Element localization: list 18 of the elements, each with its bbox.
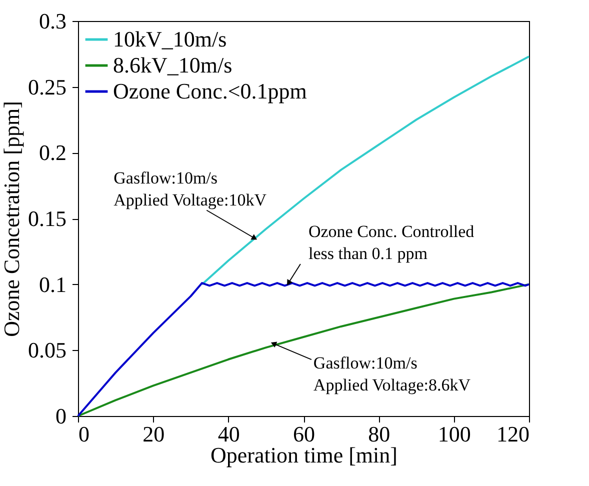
y-axis-title: Ozone Concetration [ppm] bbox=[0, 101, 24, 337]
y-tick-label: 0.2 bbox=[39, 140, 66, 166]
legend-label: 10kV_10m/s bbox=[113, 26, 227, 52]
legend-label: 8.6kV_10m/s bbox=[113, 52, 232, 78]
annotation: Gasflow:10m/s Applied Voltage:10kV bbox=[114, 168, 268, 210]
y-tick-label: 0.25 bbox=[28, 74, 66, 100]
legend-label: Ozone Conc.<0.1ppm bbox=[113, 78, 307, 104]
y-tick-label: 0 bbox=[56, 404, 66, 428]
annotation: Gasflow:10m/s Applied Voltage:8.6kV bbox=[313, 354, 472, 395]
x-tick-label: 0 bbox=[78, 422, 90, 446]
y-tick-label: 0.1 bbox=[39, 272, 66, 297]
annotation: Ozone Conc. Controlled less than 0.1 ppm bbox=[308, 222, 475, 264]
y-tick-label: 0.3 bbox=[39, 8, 66, 34]
x-tick-label: 100 bbox=[438, 422, 471, 446]
x-tick-label: 20 bbox=[142, 422, 165, 446]
x-tick-label: 120 bbox=[496, 422, 530, 446]
y-tick-label: 0.15 bbox=[28, 206, 66, 231]
y-tick-label: 0.05 bbox=[28, 338, 66, 363]
